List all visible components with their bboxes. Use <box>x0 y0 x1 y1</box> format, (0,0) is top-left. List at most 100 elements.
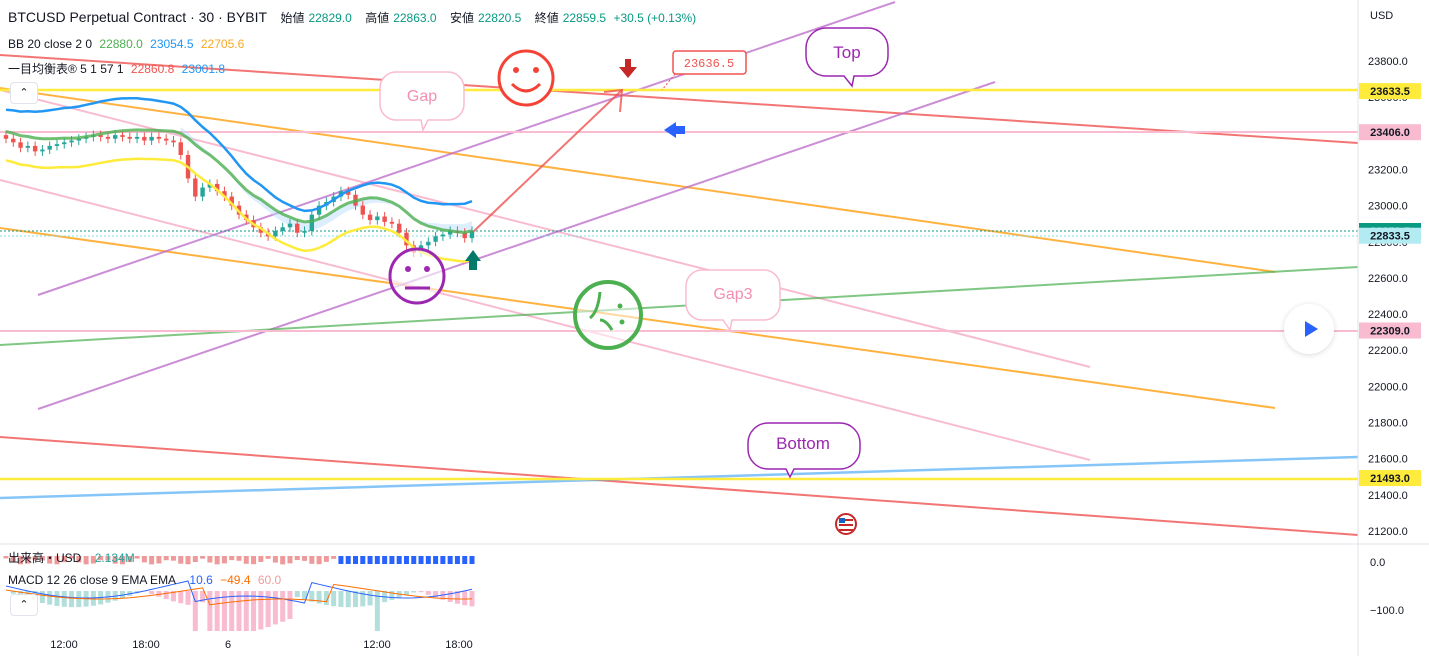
bb-lower-band[interactable] <box>5 157 473 263</box>
candle[interactable] <box>171 140 176 143</box>
candle[interactable] <box>426 241 431 246</box>
price-axis-label[interactable] <box>1359 124 1421 141</box>
candle[interactable] <box>433 236 438 242</box>
ichimoku-legend[interactable]: 一目均衡表® 5 1 57 1 22860.8 23001.8 <box>8 62 226 76</box>
candle[interactable] <box>127 136 132 139</box>
candle[interactable] <box>98 135 103 137</box>
callout-gap[interactable]: Gap <box>379 71 465 133</box>
red-trendline-lower[interactable] <box>0 436 1359 536</box>
callout-bottom[interactable]: Bottom <box>747 422 861 479</box>
y-tick-label: 22000.0 <box>1368 381 1408 393</box>
candle[interactable] <box>367 214 373 221</box>
price-axis-label[interactable] <box>1359 322 1421 339</box>
volume-bar <box>47 556 53 564</box>
candle[interactable] <box>156 136 162 139</box>
candle[interactable] <box>134 136 140 139</box>
candle[interactable] <box>280 227 285 231</box>
volume-bar <box>272 556 278 563</box>
bb-basis[interactable] <box>5 128 473 235</box>
candle[interactable] <box>302 230 307 233</box>
candle[interactable] <box>404 232 409 246</box>
candle[interactable] <box>149 136 154 141</box>
candle[interactable] <box>47 145 52 150</box>
target-label-box[interactable] <box>672 50 747 75</box>
purple-channel-lower[interactable] <box>37 81 996 410</box>
candle[interactable] <box>229 196 234 206</box>
orange-channel-upper[interactable] <box>0 87 1276 273</box>
volume-bar <box>280 556 286 565</box>
green-trendline[interactable] <box>0 266 1359 346</box>
play-button[interactable] <box>1284 304 1334 354</box>
candle[interactable] <box>32 145 38 152</box>
candle[interactable] <box>193 178 198 197</box>
candle[interactable] <box>25 145 31 148</box>
bb-upper-band[interactable] <box>5 97 473 213</box>
blue-trendline[interactable] <box>0 455 1359 500</box>
candle[interactable] <box>113 135 118 139</box>
candle[interactable] <box>142 136 147 141</box>
candle[interactable] <box>469 230 475 239</box>
pink-channel-upper[interactable] <box>0 89 1091 368</box>
candle[interactable] <box>69 140 74 143</box>
callout-gap3[interactable]: Gap3 <box>685 269 781 332</box>
down-arrow-icon[interactable] <box>619 59 637 78</box>
volume-bar <box>141 556 147 563</box>
candle[interactable] <box>54 144 60 146</box>
left-arrow-icon[interactable] <box>664 122 685 138</box>
candle[interactable] <box>375 216 380 221</box>
candle[interactable] <box>11 138 16 143</box>
candle[interactable] <box>396 223 402 233</box>
candle[interactable] <box>120 135 125 137</box>
candle[interactable] <box>18 142 23 148</box>
projection-arrow[interactable] <box>472 89 623 233</box>
candle[interactable] <box>389 221 395 224</box>
neutral-face-icon[interactable] <box>388 247 446 305</box>
volume-bar <box>323 556 329 562</box>
candle[interactable] <box>447 230 453 235</box>
candle[interactable] <box>382 216 387 222</box>
us-flag-icon[interactable] <box>835 513 857 535</box>
candle[interactable] <box>316 205 322 215</box>
candle[interactable] <box>287 223 293 228</box>
volume-legend[interactable]: 出来高・USD 2.134M <box>8 551 135 565</box>
legend-collapse-button[interactable]: ⌃ <box>10 82 38 104</box>
candle[interactable] <box>295 223 300 233</box>
candle[interactable] <box>76 138 82 141</box>
candle[interactable] <box>40 149 45 152</box>
pink-channel-lower[interactable] <box>0 179 1091 461</box>
macd-legend[interactable]: MACD 12 26 close 9 EMA EMA 10.6 −49.4 60… <box>8 573 282 587</box>
candle[interactable] <box>105 136 111 139</box>
price-axis-label[interactable] <box>1359 83 1421 100</box>
candle[interactable] <box>440 234 446 237</box>
candle[interactable] <box>3 135 9 139</box>
candle[interactable] <box>462 232 467 239</box>
candle[interactable] <box>214 183 220 192</box>
up-arrow-icon[interactable] <box>465 250 481 270</box>
volume-bar <box>367 556 373 564</box>
candle[interactable] <box>207 183 213 188</box>
red-trendline-upper[interactable] <box>0 54 1359 144</box>
price-axis-label[interactable] <box>1359 470 1421 487</box>
symbol-title[interactable]: BTCUSD Perpetual Contract · 30 · BYBIT <box>8 9 268 25</box>
price-axis-label[interactable] <box>1359 227 1421 244</box>
candle[interactable] <box>222 191 227 197</box>
bb-legend[interactable]: BB 20 close 2 0 22880.0 23054.5 22705.6 <box>8 37 245 51</box>
candle[interactable] <box>178 142 183 155</box>
candle[interactable] <box>273 230 278 237</box>
candle[interactable] <box>346 191 351 195</box>
volume-bar <box>112 556 118 564</box>
macd-histogram-bar <box>345 591 351 608</box>
candle[interactable] <box>200 187 205 197</box>
purple-channel-upper[interactable] <box>37 1 896 296</box>
candle[interactable] <box>163 138 169 141</box>
callout-top[interactable]: Top <box>805 27 889 88</box>
happy-face-icon[interactable] <box>497 49 555 107</box>
candle[interactable] <box>62 142 67 145</box>
macd-histogram-bar <box>243 591 249 631</box>
candle[interactable] <box>360 205 365 215</box>
confused-face-icon[interactable] <box>573 280 643 350</box>
candle[interactable] <box>258 227 264 233</box>
macd-collapse-button[interactable]: ⌃ <box>10 594 38 616</box>
volume-bar <box>156 556 162 564</box>
